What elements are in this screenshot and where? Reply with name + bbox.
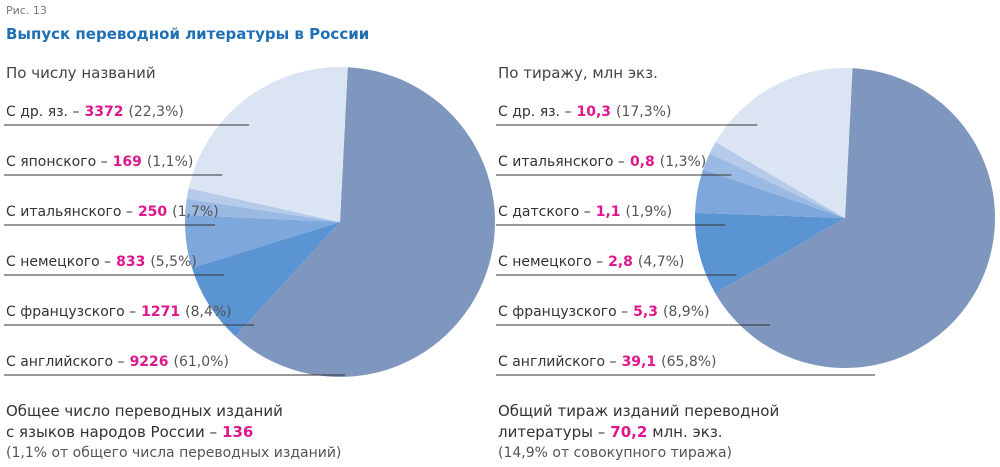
pie-slice [695,169,845,218]
pie-slice [184,214,340,268]
slice-label: С др. яз. – 10,3 (17,3%) [498,104,671,120]
percent-label: (8,4%) [185,304,232,320]
percent-label: (1,3%) [660,154,707,170]
pie-slice [186,188,340,222]
percent-label: (22,3%) [128,104,183,120]
category-name: С английского – [6,354,125,370]
note-unit: млн. экз. [652,423,722,441]
slice-label: С немецкого – 833 (5,5%) [6,254,197,270]
category-name: С датского – [498,204,591,220]
value-label: 39,1 [622,354,657,370]
category-name: С французского – [498,304,628,320]
value-label: 5,3 [633,304,658,320]
percent-label: (61,0%) [174,354,229,370]
value-label: 1271 [141,304,180,320]
slice-label: С английского – 39,1 (65,8%) [498,354,717,370]
category-name: С японского – [6,154,108,170]
note-line: с языков народов России – 136 [6,423,253,441]
percent-label: (8,9%) [663,304,710,320]
value-label: 1,1 [596,204,621,220]
title: Выпуск переводной литературы в России [6,25,369,43]
percent-label: (1,1%) [147,154,194,170]
pie-slice [185,198,340,222]
slice-label: С японского – 169 (1,1%) [6,154,193,170]
percent-label: (65,8%) [661,354,716,370]
pie-slice [703,153,845,218]
value-label: 250 [138,204,167,220]
percent-label: (17,3%) [616,104,671,120]
slice-label: С французского – 5,3 (8,9%) [498,304,709,320]
note-sub: (1,1% от общего числа переводных изданий… [6,445,341,461]
note-line: Общее число переводных изданий [6,402,283,420]
figure-label: Рис. 13 [6,4,47,17]
slice-label: С итальянского – 0,8 (1,3%) [498,154,706,170]
category-name: С немецкого – [6,254,111,270]
percent-label: (1,9%) [626,204,673,220]
category-name: С итальянского – [498,154,625,170]
note-text: литературы – [498,423,605,441]
subtitle: По числу названий [6,64,156,82]
value-label: 169 [113,154,142,170]
percent-label: (1,7%) [172,204,219,220]
note-total: 70,2 [610,423,647,441]
percent-label: (4,7%) [638,254,685,270]
pie-slice [709,142,845,218]
percent-label: (5,5%) [150,254,197,270]
category-name: С итальянского – [6,204,133,220]
value-label: 3372 [84,104,123,120]
slice-label: С др. яз. – 3372 (22,3%) [6,104,184,120]
value-label: 9226 [130,354,169,370]
slice-label: С французского – 1271 (8,4%) [6,304,232,320]
value-label: 0,8 [630,154,655,170]
note-line: литературы – 70,2 млн. экз. [498,423,723,441]
pie-slice [715,67,853,218]
category-name: С др. яз. – [498,104,571,120]
note-line: Общий тираж изданий переводной [498,402,779,420]
pie-slice [188,67,348,222]
note-total: 136 [222,423,253,441]
pie-slice [191,222,340,337]
slice-label: С итальянского – 250 (1,7%) [6,204,219,220]
category-name: С др. яз. – [6,104,79,120]
value-label: 833 [116,254,145,270]
value-label: 10,3 [576,104,611,120]
slice-label: С датского – 1,1 (1,9%) [498,204,672,220]
pie-slice [235,67,496,377]
value-label: 2,8 [608,254,633,270]
slice-label: С английского – 9226 (61,0%) [6,354,229,370]
note-sub: (14,9% от совокупного тиража) [498,445,732,461]
subtitle: По тиражу, млн экз. [498,64,658,82]
note-text: с языков народов России – [6,423,217,441]
category-name: С немецкого – [498,254,603,270]
pie-slice [695,212,845,294]
category-name: С французского – [6,304,136,320]
category-name: С английского – [498,354,617,370]
pie-slice [715,68,995,368]
slice-label: С немецкого – 2,8 (4,7%) [498,254,684,270]
